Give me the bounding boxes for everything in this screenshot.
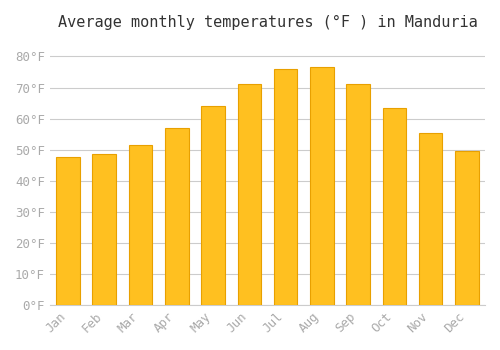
Bar <box>274 69 297 305</box>
Bar <box>165 128 188 305</box>
Bar <box>56 158 80 305</box>
Bar <box>455 151 478 305</box>
Bar <box>238 84 261 305</box>
Bar <box>419 133 442 305</box>
Title: Average monthly temperatures (°F ) in Manduria: Average monthly temperatures (°F ) in Ma… <box>58 15 478 30</box>
Bar <box>346 84 370 305</box>
Bar <box>382 108 406 305</box>
Bar <box>92 154 116 305</box>
Bar <box>202 106 225 305</box>
Bar <box>128 145 152 305</box>
Bar <box>310 67 334 305</box>
